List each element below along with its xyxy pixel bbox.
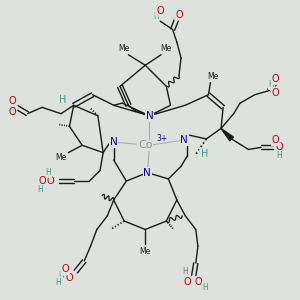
Text: H: H (8, 99, 14, 108)
Text: H: H (46, 168, 51, 177)
Text: Me: Me (118, 44, 130, 53)
Text: Me: Me (161, 44, 172, 53)
Text: H: H (182, 267, 188, 276)
Text: O: O (66, 273, 73, 283)
Text: Me: Me (140, 247, 151, 256)
Text: O: O (47, 176, 54, 186)
Text: H: H (55, 278, 61, 286)
Text: O: O (9, 96, 16, 106)
Text: N: N (146, 111, 153, 121)
Text: O: O (272, 135, 280, 145)
Text: 3+: 3+ (157, 134, 168, 143)
Text: O: O (184, 277, 191, 287)
Text: O: O (194, 277, 202, 287)
Text: H: H (37, 185, 43, 194)
Text: N: N (110, 137, 118, 147)
Text: O: O (175, 10, 183, 20)
Text: H: H (153, 12, 159, 21)
Text: H: H (58, 271, 64, 280)
Polygon shape (221, 128, 233, 141)
Text: Co: Co (138, 140, 152, 150)
Text: H: H (276, 151, 282, 160)
Text: Me: Me (56, 153, 67, 162)
Text: N: N (180, 135, 188, 145)
Text: O: O (272, 74, 280, 84)
Text: O: O (61, 265, 69, 275)
Text: N: N (143, 168, 151, 178)
Text: O: O (9, 106, 16, 117)
Text: Me: Me (207, 72, 218, 81)
Text: H: H (200, 149, 208, 159)
Text: H: H (59, 95, 67, 105)
Text: O: O (156, 5, 164, 16)
Text: O: O (275, 142, 283, 152)
Text: O: O (272, 88, 280, 98)
Text: H: H (269, 80, 274, 89)
Text: O: O (38, 176, 46, 186)
Text: H: H (202, 283, 208, 292)
